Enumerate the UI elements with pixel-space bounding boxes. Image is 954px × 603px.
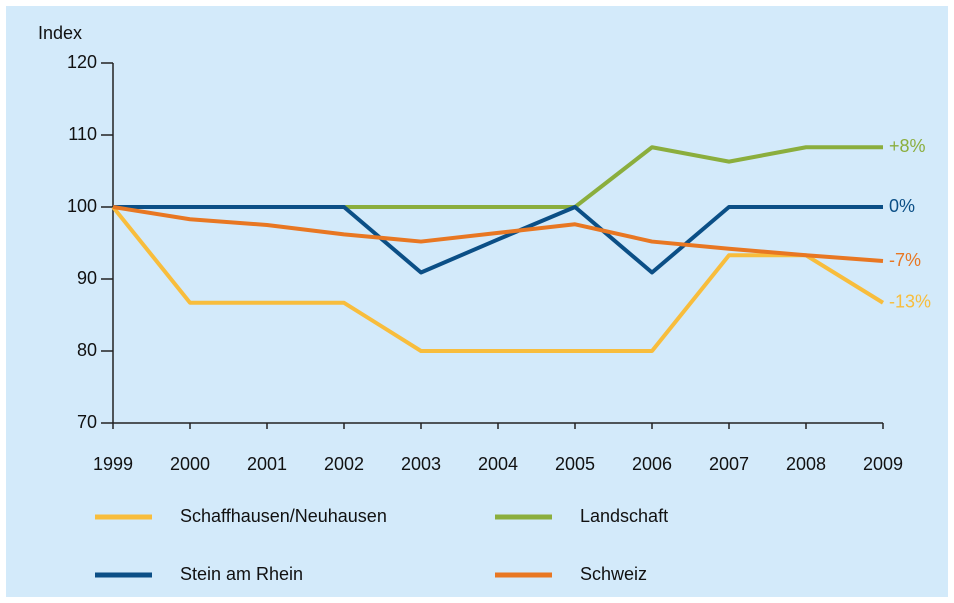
y-tick-label: 120 [67, 52, 97, 72]
x-tick-label: 2006 [632, 454, 672, 474]
legend-label: Landschaft [580, 506, 668, 526]
y-tick-label: 80 [77, 340, 97, 360]
y-tick-label: 110 [68, 124, 97, 144]
x-tick-label: 2003 [401, 454, 441, 474]
x-tick-label: 2008 [786, 454, 826, 474]
series-line [111, 205, 885, 353]
y-tick-label: 70 [77, 412, 97, 432]
x-tick-label: 1999 [93, 454, 133, 474]
end-annotation: -13% [889, 292, 931, 312]
y-axis-label: Index [38, 23, 82, 43]
end-annotation: -7% [889, 250, 921, 270]
series-line [112, 205, 884, 263]
x-tick-label: 2005 [555, 454, 595, 474]
x-tick-label: 2009 [863, 454, 903, 474]
y-tick-label: 90 [77, 268, 97, 288]
legend-label: Schaffhausen/Neuhausen [180, 506, 387, 526]
series-line [113, 205, 883, 275]
legend-label: Stein am Rhein [180, 564, 303, 584]
x-tick-label: 2007 [709, 454, 749, 474]
background [6, 6, 948, 597]
end-annotation: +8% [889, 136, 926, 156]
y-tick-label: 100 [67, 196, 97, 216]
end-annotation: 0% [889, 196, 915, 216]
x-tick-label: 2000 [170, 454, 210, 474]
x-tick-label: 2004 [478, 454, 518, 474]
x-tick-label: 2002 [324, 454, 364, 474]
legend-label: Schweiz [580, 564, 647, 584]
x-tick-label: 2001 [247, 454, 287, 474]
